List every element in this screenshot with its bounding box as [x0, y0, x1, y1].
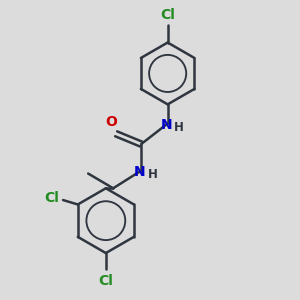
- Text: H: H: [147, 168, 157, 181]
- Text: Cl: Cl: [160, 8, 175, 22]
- Text: Cl: Cl: [98, 274, 113, 288]
- Text: H: H: [174, 121, 184, 134]
- Text: N: N: [160, 118, 172, 132]
- Text: N: N: [134, 165, 146, 179]
- Text: O: O: [105, 116, 117, 129]
- Text: Cl: Cl: [45, 191, 59, 205]
